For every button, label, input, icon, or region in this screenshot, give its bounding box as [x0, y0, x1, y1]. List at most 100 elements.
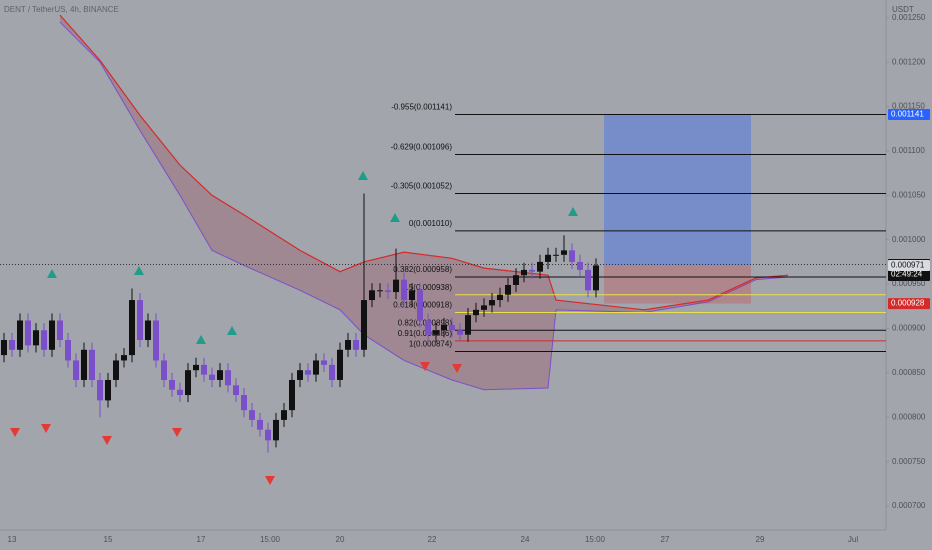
currency-label: USDT: [892, 5, 914, 14]
sell-marker: [41, 424, 51, 433]
candle-body: [521, 269, 527, 276]
x-tick-label: 24: [521, 535, 530, 544]
sell-marker: [452, 364, 462, 373]
candle-body: [561, 250, 567, 255]
candle-body: [353, 340, 359, 350]
candle-body: [17, 320, 23, 350]
x-tick-label: 27: [661, 535, 670, 544]
candle-body: [377, 290, 383, 292]
target-price-badge: 0.001141: [891, 110, 924, 119]
buy-marker: [47, 269, 57, 278]
signal-markers: [10, 171, 578, 485]
position-target-zone: [604, 114, 751, 266]
candle-body: [409, 290, 415, 301]
candle-body: [121, 355, 127, 361]
position-stop-zone: [604, 265, 751, 304]
buy-marker: [134, 266, 144, 275]
x-tick-label: 15:00: [585, 535, 606, 544]
entry-price-badge: 0.000971: [891, 261, 925, 270]
x-tick-label: 15: [104, 535, 113, 544]
candle-body: [305, 370, 311, 375]
candle-body: [297, 370, 303, 380]
y-tick-label: 0.000700: [892, 501, 926, 510]
y-tick-label: 0.001150: [892, 102, 925, 111]
fib-level-label: 0(0.001010): [409, 219, 452, 228]
candle-body: [129, 300, 135, 356]
cloud-lower-line: [59, 21, 789, 391]
symbol-title: DENT / TetherUS, 4h, BINANCE: [4, 5, 119, 14]
y-tick-label: 0.001050: [892, 190, 926, 199]
candle-body: [433, 330, 439, 335]
x-tick-label: 17: [197, 535, 206, 544]
candle-body: [457, 330, 463, 335]
fib-level-label: -0.955(0.001141): [391, 103, 452, 112]
candle-body: [449, 324, 455, 331]
x-tick-label: 15:00: [260, 535, 281, 544]
candle-body: [513, 275, 519, 285]
buy-marker: [390, 213, 400, 222]
y-tick-label: 0.000800: [892, 412, 926, 421]
buy-marker: [358, 171, 368, 180]
fib-level-label: 0.382(0.000958): [393, 265, 452, 274]
candle-body: [209, 374, 215, 380]
candle-body: [73, 360, 79, 380]
candle-body: [289, 379, 295, 411]
candle-body: [441, 324, 447, 331]
candle-body: [529, 269, 535, 272]
y-tick-label: 0.000850: [892, 368, 926, 377]
candle-body: [169, 379, 175, 390]
candle-body: [249, 410, 255, 420]
y-tick-label: 0.000900: [892, 324, 926, 333]
y-tick-label: 0.000950: [892, 279, 926, 288]
candle-body: [505, 284, 511, 295]
sell-marker: [420, 362, 430, 371]
candle-body: [537, 261, 543, 272]
x-tick-label: 13: [8, 535, 17, 544]
entry-price-badge-bg: [888, 259, 930, 271]
candle-body: [337, 349, 343, 380]
candle-body: [385, 290, 391, 293]
buy-marker: [227, 326, 237, 335]
fib-level-label: -0.305(0.001052): [391, 182, 453, 191]
candle-body: [81, 349, 87, 380]
stop-price-badge: 0.000928: [891, 299, 925, 308]
candle-body: [553, 254, 559, 256]
stop-price-badge-bg: [888, 298, 930, 310]
candle-body: [49, 320, 55, 350]
candle-body: [89, 349, 95, 380]
candle-body: [281, 410, 287, 420]
candles-layer: [1, 193, 599, 453]
cloud-fill: [60, 15, 788, 390]
target-price-badge-bg: [888, 109, 930, 121]
candle-body: [465, 315, 471, 335]
candle-body: [369, 290, 375, 301]
candle-body: [585, 269, 591, 291]
y-tick-label: 0.000750: [892, 457, 926, 466]
x-tick-label: 22: [428, 535, 437, 544]
candle-body: [361, 300, 367, 350]
candle-body: [217, 370, 223, 380]
sell-marker: [265, 476, 275, 485]
candle-body: [569, 250, 575, 262]
candle-body: [497, 294, 503, 301]
candle-body: [273, 419, 279, 441]
candle-body: [33, 330, 39, 346]
candle-body: [97, 379, 103, 401]
fib-level-label: 1(0.000874): [409, 340, 452, 349]
candle-body: [313, 360, 319, 375]
y-tick-label: 0.001200: [892, 57, 926, 66]
sell-marker: [10, 428, 20, 437]
candle-body: [425, 320, 431, 335]
candle-body: [137, 300, 143, 341]
candle-body: [257, 419, 263, 430]
candle-body: [473, 309, 479, 316]
candle-body: [265, 429, 271, 441]
candle-body: [545, 254, 551, 262]
candle-body: [577, 261, 583, 270]
fib-level-label: 0.5(0.000938): [402, 283, 452, 292]
candle-body: [593, 265, 599, 291]
x-tick-label: Jul: [848, 535, 858, 544]
cloud-layer: [59, 14, 789, 391]
